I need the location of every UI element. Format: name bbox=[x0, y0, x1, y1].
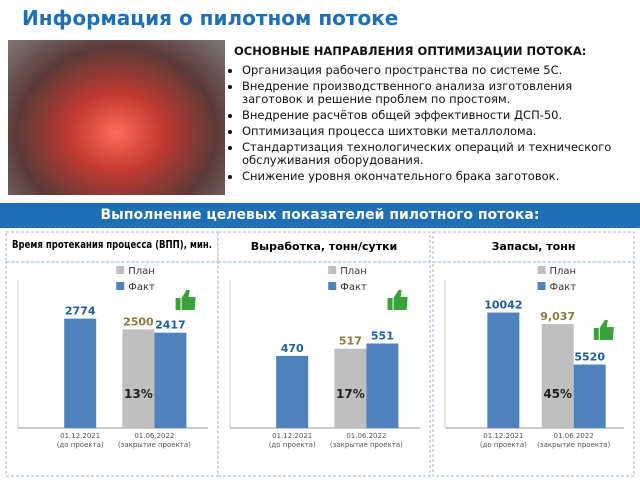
chart-title: Время протекания процесса (ВПП), мин. bbox=[12, 239, 212, 251]
chart-title: Выработка, тонн/сутки bbox=[251, 240, 398, 253]
legend-label: План bbox=[128, 266, 155, 277]
value-label: 2500 bbox=[123, 315, 154, 328]
x-tick-label: 01.06.2022 bbox=[346, 432, 386, 440]
directions-heading: ОСНОВНЫЕ НАПРАВЛЕНИЯ ОПТИМИЗАЦИИ ПОТОКА: bbox=[234, 44, 587, 58]
x-tick-label: 01.06.2022 bbox=[134, 432, 174, 440]
x-tick-label: 01.06.2022 bbox=[554, 432, 594, 440]
photo bbox=[8, 40, 225, 195]
banner: Выполнение целевых показателей пилотного… bbox=[0, 203, 640, 228]
bar bbox=[276, 355, 309, 428]
direction-item: Снижение уровня окончательного брака заг… bbox=[242, 170, 632, 183]
bar bbox=[334, 348, 367, 428]
legend-label: План bbox=[340, 266, 367, 277]
direction-item: Внедрение производственного анализа изго… bbox=[242, 80, 632, 106]
chart-header-box bbox=[217, 231, 431, 263]
value-label: 10042 bbox=[484, 299, 522, 312]
x-tick-label: 01.12.2021 bbox=[272, 432, 312, 440]
x-tick-note: (закрытие проекта) bbox=[537, 441, 610, 449]
x-tick-label: 01.12.2021 bbox=[483, 432, 523, 440]
bar bbox=[366, 343, 399, 428]
x-tick-note: (до проекта) bbox=[57, 441, 104, 449]
bar bbox=[487, 312, 520, 428]
legend-swatch bbox=[328, 266, 337, 274]
legend-label: План bbox=[550, 266, 577, 277]
chart-header-box bbox=[432, 231, 635, 263]
annotation: 17% bbox=[336, 387, 365, 401]
direction-item: Стандартизация технологических операций … bbox=[242, 141, 632, 167]
bar bbox=[541, 324, 574, 428]
x-tick-note: (закрытие проекта) bbox=[118, 441, 191, 449]
legend-swatch bbox=[537, 266, 546, 274]
annotation: 13% bbox=[124, 387, 153, 401]
thumbs-up-icon bbox=[175, 290, 196, 310]
legend-label: Факт bbox=[128, 282, 155, 293]
thumbs-up-icon bbox=[387, 290, 408, 310]
legend-swatch bbox=[116, 282, 125, 290]
value-label: 5520 bbox=[574, 351, 605, 364]
annotation: 45% bbox=[543, 387, 572, 401]
x-tick-note: (до проекта) bbox=[269, 441, 316, 449]
directions: ОСНОВНЫЕ НАПРАВЛЕНИЯ ОПТИМИЗАЦИИ ПОТОКА:… bbox=[232, 44, 632, 186]
x-tick-note: (до проекта) bbox=[480, 441, 527, 449]
direction-item: Внедрение расчётов общей эффективности Д… bbox=[242, 109, 632, 122]
value-label: 551 bbox=[371, 330, 394, 343]
direction-item: Оптимизация процесса шихтовки металлолом… bbox=[242, 125, 632, 138]
legend-swatch bbox=[328, 282, 337, 290]
thumbs-up-icon bbox=[593, 320, 614, 340]
directions-list: Организация рабочего пространства по сис… bbox=[232, 64, 632, 183]
value-label: 2774 bbox=[65, 305, 96, 318]
charts: Время протекания процесса (ВПП), мин. 01.… bbox=[5, 231, 635, 477]
direction-item: Организация рабочего пространства по сис… bbox=[242, 64, 632, 77]
legend-swatch bbox=[537, 282, 546, 290]
bar bbox=[122, 329, 155, 428]
bar bbox=[64, 318, 97, 428]
bar bbox=[154, 332, 187, 428]
value-label: 517 bbox=[339, 335, 362, 348]
slide-title: Информация о пилотном потоке bbox=[22, 6, 399, 30]
value-label: 470 bbox=[281, 342, 304, 355]
bar bbox=[573, 364, 606, 428]
x-tick-label: 01.12.2021 bbox=[60, 432, 100, 440]
value-label: 2417 bbox=[155, 319, 186, 332]
legend-label: Факт bbox=[340, 282, 367, 293]
x-tick-note: (закрытие проекта) bbox=[330, 441, 403, 449]
legend-swatch bbox=[116, 266, 125, 274]
value-label: 9,037 bbox=[540, 310, 575, 323]
chart-title: Запасы, тонн bbox=[492, 240, 576, 253]
legend-label: Факт bbox=[550, 282, 577, 293]
